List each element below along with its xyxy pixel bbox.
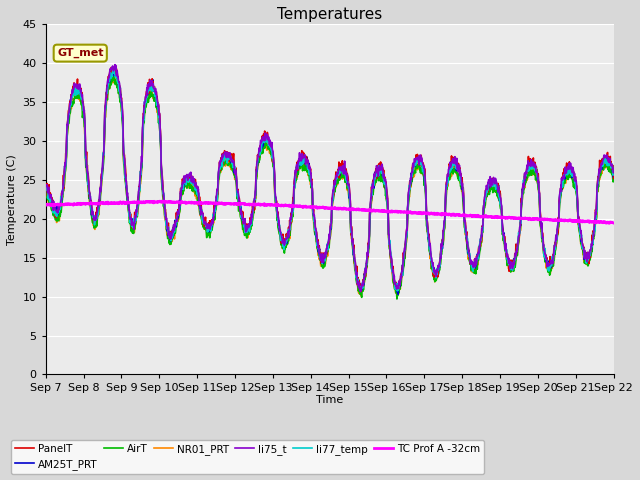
li77_temp [42,184,49,190]
li75_t [42,182,49,188]
AM25T_PRT [610,170,618,176]
NR01_PRT [109,80,116,86]
li75_t [305,164,313,169]
AM25T_PRT [283,237,291,243]
TC Prof A -32cm [42,202,49,208]
NR01_PRT [42,189,49,195]
AirT [86,196,93,202]
li77_temp [109,68,116,74]
TC Prof A -32cm [86,201,93,206]
X-axis label: Time: Time [316,395,343,405]
AM25T_PRT [86,195,93,201]
TC Prof A -32cm [295,204,303,210]
PanelT [42,181,49,187]
NR01_PRT [86,201,93,207]
TC Prof A -32cm [610,220,618,226]
Legend: PanelT, AM25T_PRT, AirT, NR01_PRT, li75_t, li77_temp, TC Prof A -32cm: PanelT, AM25T_PRT, AirT, NR01_PRT, li75_… [11,440,484,474]
Line: AM25T_PRT: AM25T_PRT [45,71,614,294]
AirT [108,73,115,79]
AirT [365,240,373,245]
NR01_PRT [610,176,618,181]
li75_t [283,236,291,241]
li75_t [86,191,93,196]
AirT [283,241,291,247]
AM25T_PRT [295,163,303,169]
li75_t [109,63,116,69]
AirT [42,192,49,198]
PanelT [295,159,303,165]
PanelT [357,288,365,294]
NR01_PRT [305,165,313,170]
PanelT [305,167,313,172]
AirT [109,75,117,81]
Line: li75_t: li75_t [45,65,614,291]
TC Prof A -32cm [365,207,373,213]
Line: li77_temp: li77_temp [45,68,614,291]
PanelT [86,194,93,200]
TC Prof A -32cm [602,220,610,226]
NR01_PRT [366,222,374,228]
NR01_PRT [295,163,303,168]
AM25T_PRT [305,161,313,167]
li77_temp [610,170,618,176]
TC Prof A -32cm [109,200,116,206]
TC Prof A -32cm [283,203,291,208]
li75_t [356,288,364,294]
li75_t [366,211,374,216]
TC Prof A -32cm [305,204,313,210]
NR01_PRT [283,238,291,244]
PanelT [109,66,116,72]
li77_temp [295,159,303,165]
PanelT [366,205,374,211]
Line: PanelT: PanelT [45,66,614,291]
li75_t [111,62,119,68]
AM25T_PRT [42,182,49,188]
AirT [295,162,303,168]
li77_temp [394,288,401,294]
PanelT [283,238,291,244]
Line: TC Prof A -32cm: TC Prof A -32cm [45,201,614,223]
li77_temp [110,65,118,71]
AM25T_PRT [365,234,373,240]
TC Prof A -32cm [160,198,168,204]
li77_temp [86,191,93,196]
li77_temp [305,171,313,177]
AirT [610,179,618,184]
PanelT [610,176,618,181]
Title: Temperatures: Temperatures [277,7,382,22]
Line: NR01_PRT: NR01_PRT [45,76,614,296]
Text: GT_met: GT_met [57,48,104,58]
li77_temp [365,235,373,240]
Line: AirT: AirT [45,76,614,299]
li75_t [610,169,618,175]
NR01_PRT [358,293,365,299]
AirT [393,296,401,302]
li77_temp [283,236,291,241]
AirT [305,171,313,177]
NR01_PRT [109,73,117,79]
PanelT [111,63,118,69]
AM25T_PRT [111,68,118,73]
li75_t [295,156,303,162]
Y-axis label: Temperature (C): Temperature (C) [7,154,17,245]
AM25T_PRT [109,73,116,79]
AM25T_PRT [394,291,402,297]
